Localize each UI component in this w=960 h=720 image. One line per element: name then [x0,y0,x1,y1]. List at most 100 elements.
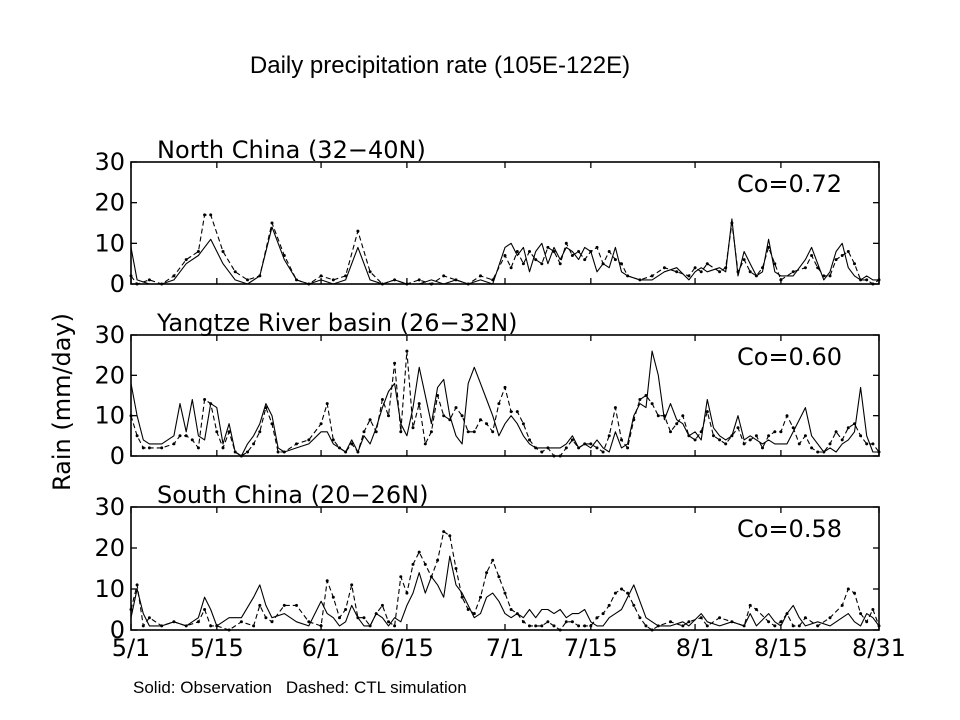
data-point [644,394,648,397]
data-point [773,624,777,628]
data-point [871,442,875,446]
data-point [583,442,587,446]
data-point [552,624,556,628]
panel-title: North China (32−40N) [157,136,426,164]
data-point [239,620,243,624]
data-point [601,450,605,454]
data-point [761,446,764,450]
series-line-solid [130,218,879,285]
data-point [589,250,593,253]
data-point [472,430,476,434]
data-point [865,278,869,282]
data-point [613,591,617,595]
data-point [528,438,531,442]
data-point [601,612,605,616]
data-point [399,430,403,434]
data-point [172,274,176,278]
data-point [344,274,348,278]
data-point [178,434,182,438]
data-point [209,624,213,628]
data-point [577,250,581,253]
data-point [454,567,458,570]
legend-dashed-ctl: Dashed: CTL simulation [285,678,467,697]
data-point [791,426,795,430]
data-point [338,616,341,620]
data-point [141,624,145,628]
data-point [853,262,856,266]
data-point [417,278,421,282]
data-point [638,398,642,401]
data-point [325,402,329,406]
data-point [730,620,734,624]
data-point [203,213,207,217]
data-point [387,620,390,624]
data-point [509,266,513,270]
data-point [828,274,832,278]
data-point [350,442,354,446]
data-point [558,262,562,266]
panel-title: Yangtze River basin (26−32N) [156,309,518,337]
y-tick-label: 0 [110,616,125,644]
data-point [436,558,440,562]
data-point [877,624,881,628]
data-point [705,410,709,414]
correlation-label: Co=0.58 [737,515,842,543]
data-point [877,450,881,454]
data-point [344,450,348,454]
y-tick-label: 30 [94,148,125,176]
correlation-label: Co=0.72 [737,170,842,198]
data-point [129,608,133,611]
data-point [270,221,274,225]
data-point [160,282,164,286]
data-point [687,434,691,438]
data-point [380,603,384,607]
data-point [810,446,814,450]
data-point [644,624,648,628]
data-point [350,583,354,587]
data-point [767,245,771,249]
data-point [871,282,875,286]
data-point [282,450,286,454]
legend-solid-observation: Solid: Observation [133,678,272,697]
data-point [736,270,740,274]
data-point [748,438,752,442]
data-point [626,274,630,278]
data-point [865,620,869,624]
data-point [656,624,660,628]
data-point [429,430,433,434]
data-point [442,274,446,278]
data-point [669,430,672,434]
data-point [405,591,409,595]
data-point [509,410,513,414]
data-point [785,414,789,418]
data-point [601,262,605,266]
data-point [221,250,225,253]
data-point [466,282,470,286]
series-line-solid [130,555,880,627]
data-point [270,620,274,624]
y-tick-label: 20 [94,361,125,389]
data-point [840,254,844,257]
x-tick-label: 8/1 [676,634,715,662]
data-point [356,229,360,233]
data-point [791,270,795,274]
data-point [638,278,642,282]
data-point [577,446,581,450]
data-point [816,450,820,454]
x-tick-label: 5/15 [190,634,244,662]
data-point [258,603,262,607]
data-point [319,274,323,278]
data-point [865,442,869,446]
data-point [135,434,139,438]
data-point [387,414,390,418]
data-point [466,430,470,434]
data-point [184,434,188,438]
data-point [264,616,268,620]
data-point [773,262,777,266]
data-point [779,278,783,282]
data-point [485,422,489,426]
data-point [552,454,556,458]
data-point [233,270,237,274]
data-point [650,628,654,632]
